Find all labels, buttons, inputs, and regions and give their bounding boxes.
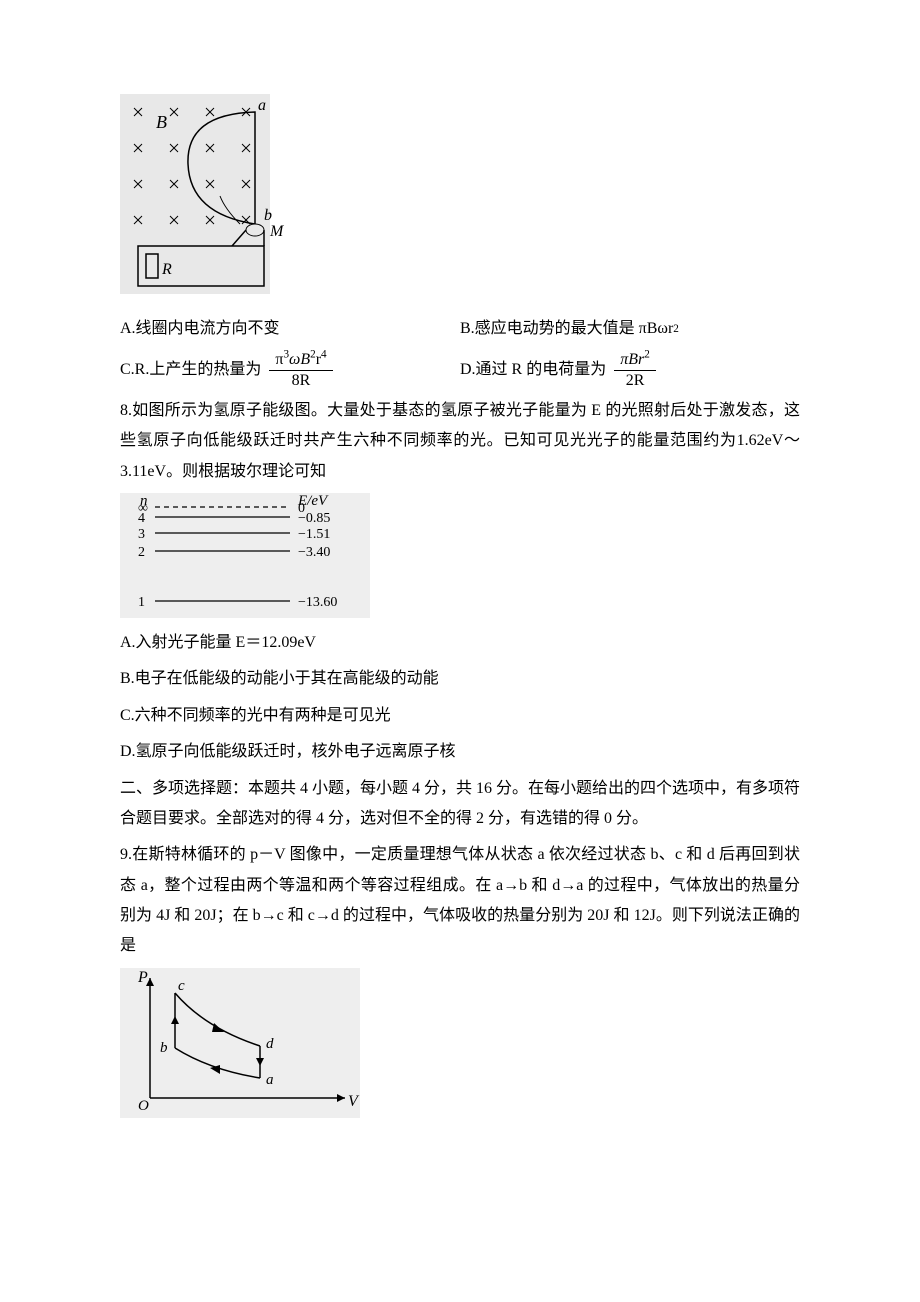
label-a: a	[258, 97, 266, 114]
q8-energy-levels-figure: n E/eV ∞04−0.853−1.512−3.401−13.60	[120, 493, 370, 618]
q8-level-n: 4	[138, 511, 145, 526]
section2-header: 二、多项选择题：本题共 4 小题，每小题 4 分，共 16 分。在每小题给出的四…	[120, 774, 800, 835]
q8-level-n: 2	[138, 545, 145, 560]
label-B: B	[156, 112, 167, 132]
q8-level-n: 3	[138, 527, 145, 542]
q7-options-row1: A.线圈内电流方向不变 B.感应电动势的最大值是 πBωr2	[120, 314, 800, 344]
q8-level-E: −3.40	[298, 545, 330, 560]
q9-axis-P: P	[137, 969, 148, 986]
q9-pt-a: a	[266, 1072, 274, 1088]
q8-level-E: −1.51	[298, 527, 330, 542]
q8-level-E: −13.60	[298, 595, 337, 610]
label-M: M	[269, 223, 285, 240]
q7-optD-frac: πBr2 2R	[614, 350, 656, 389]
q7-optA-text: A.线圈内电流方向不变	[120, 314, 280, 344]
q7-optB: B.感应电动势的最大值是 πBωr2	[460, 314, 679, 344]
q7-optB-text: B.感应电动势的最大值是 πBωr	[460, 314, 673, 344]
q8-optC: C.六种不同频率的光中有两种是可见光	[120, 701, 800, 731]
q8-optB: B.电子在低能级的动能小于其在高能级的动能	[120, 664, 800, 694]
q7-optC-pre: C.R.上产生的热量为	[120, 355, 261, 385]
q9-pt-b: b	[160, 1040, 168, 1056]
q7-optC: C.R.上产生的热量为 π3ωB2r4 8R	[120, 350, 400, 389]
q8-optA: A.入射光子能量 E＝12.09eV	[120, 628, 800, 658]
q7-optC-frac: π3ωB2r4 8R	[269, 350, 332, 389]
q9-pt-d: d	[266, 1036, 274, 1052]
q8-level-E: −0.85	[298, 511, 330, 526]
q9-pv-figure: P V O c b d a	[120, 968, 360, 1118]
label-R: R	[161, 261, 172, 278]
q9-stem: 9.在斯特林循环的 p－V 图像中，一定质量理想气体从状态 a 依次经过状态 b…	[120, 840, 800, 962]
q8-optD: D.氢原子向低能级跃迁时，核外电子远离原子核	[120, 737, 800, 767]
q7-circuit-figure: B a b M R	[120, 94, 290, 304]
q7-optD-pre: D.通过 R 的电荷量为	[460, 355, 606, 385]
q7-options-row2: C.R.上产生的热量为 π3ωB2r4 8R D.通过 R 的电荷量为 πBr2…	[120, 350, 800, 389]
q8-stem: 8.如图所示为氢原子能级图。大量处于基态的氢原子被光子能量为 E 的光照射后处于…	[120, 396, 800, 487]
q9-pt-c: c	[178, 978, 185, 994]
q7-optD: D.通过 R 的电荷量为 πBr2 2R	[460, 350, 660, 389]
q7-optA: A.线圈内电流方向不变	[120, 314, 400, 344]
q8-level-n: 1	[138, 595, 145, 610]
label-b: b	[264, 207, 272, 224]
q9-axis-O: O	[138, 1098, 149, 1114]
